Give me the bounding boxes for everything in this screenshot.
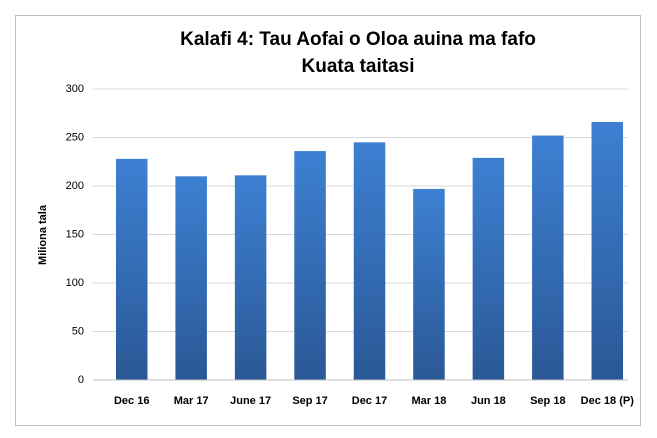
y-tick-label: 250: [66, 131, 84, 143]
x-tick-label: Mar 18: [412, 395, 447, 407]
y-tick-label: 150: [66, 228, 84, 240]
chart-title: Kalafi 4: Tau Aofai o Oloa auina ma fafo: [180, 29, 536, 50]
y-tick-label: 50: [72, 325, 84, 337]
x-tick-label: Sep 18: [530, 395, 565, 407]
chart-subtitle: Kuata taitasi: [302, 56, 415, 77]
bar: [234, 175, 267, 380]
bar: [294, 151, 326, 380]
x-tick-label: Jun 18: [471, 395, 506, 407]
bar: [175, 176, 207, 380]
bar: [353, 142, 386, 380]
y-axis-label: Miliona tala: [37, 204, 49, 265]
x-tick-label: Dec 17: [352, 395, 387, 407]
bar: [413, 188, 445, 380]
x-tick-label: Mar 17: [174, 395, 209, 407]
bar: [532, 135, 564, 380]
y-tick-label: 300: [66, 83, 84, 95]
x-tick-label: Sep 17: [292, 395, 327, 407]
bar: [115, 158, 148, 380]
x-tick-label: June 17: [230, 395, 271, 407]
x-tick-label: Dec 16: [114, 395, 149, 407]
y-tick-label: 100: [66, 277, 84, 289]
y-tick-label: 0: [78, 374, 84, 386]
bar: [472, 157, 505, 380]
y-tick-label: 200: [66, 180, 84, 192]
x-tick-label: Dec 18 (P): [581, 395, 635, 407]
bar: [591, 121, 624, 380]
